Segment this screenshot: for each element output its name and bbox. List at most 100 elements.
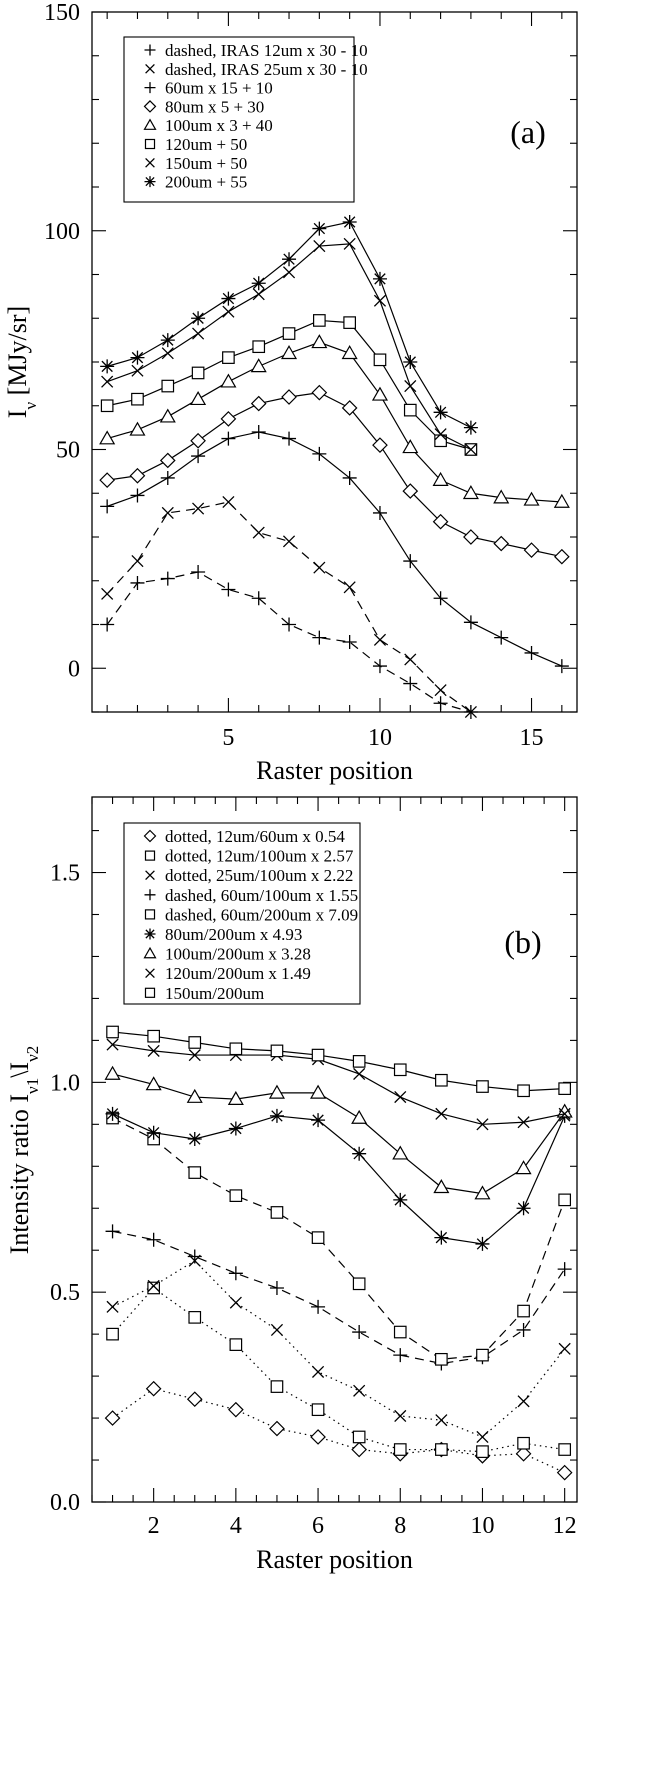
legend-label: dashed, 60um/200um x 7.09 (165, 905, 358, 924)
square-marker (476, 1348, 489, 1362)
x-tick-label: 8 (394, 1513, 406, 1539)
legend-label: 60um x 15 + 10 (165, 79, 273, 98)
triangle-marker (280, 345, 298, 360)
triangle-marker (433, 1179, 450, 1194)
diamond-marker (372, 437, 388, 453)
diamond-marker (402, 483, 419, 499)
axis-ticks (92, 11, 577, 713)
square-marker (161, 379, 175, 393)
cross-marker (222, 495, 235, 509)
diamond-marker (341, 400, 358, 416)
series-line (112, 1113, 566, 1245)
diamond-marker (145, 1380, 162, 1397)
square-marker (517, 1084, 530, 1098)
square-marker (106, 1327, 119, 1341)
x-tick-label: 15 (520, 725, 544, 751)
diamond-marker (228, 1401, 244, 1418)
triangle-marker (432, 471, 449, 486)
series-3 (99, 384, 570, 565)
cross-marker (373, 294, 387, 307)
diamond-marker (311, 384, 328, 401)
cross-marker (464, 705, 477, 719)
asterisk-marker (463, 420, 478, 435)
triangle-marker (104, 1065, 121, 1080)
legend-item: 150um/200um (144, 984, 264, 1003)
y-tick-label: 150 (44, 0, 80, 26)
diamond-marker (310, 1429, 326, 1445)
y-tick-label: 0.5 (50, 1280, 80, 1306)
y-axis-label-subscript: ν1 (23, 1078, 42, 1094)
square-marker (311, 1048, 325, 1062)
legend-item: dotted, 25um/100um x 2.22 (145, 866, 353, 885)
legend-plus-marker (144, 889, 156, 901)
plus-marker (221, 431, 236, 446)
legend-label: dotted, 25um/100um x 2.22 (165, 866, 353, 885)
plus-marker (130, 488, 145, 503)
diamond-marker (432, 513, 449, 530)
triangle-marker (186, 1088, 203, 1103)
asterisk-marker (251, 276, 266, 291)
cross-marker (252, 526, 265, 539)
legend-cross-marker (145, 157, 155, 168)
asterisk-marker (312, 221, 327, 236)
plus-marker (312, 630, 327, 645)
cross-marker (353, 1067, 366, 1081)
square-marker (106, 1025, 119, 1039)
asterisk-marker (269, 1108, 284, 1123)
cross-marker (252, 288, 265, 301)
triangle-marker (227, 1090, 244, 1105)
square-marker (100, 399, 114, 413)
diamond-marker (104, 1410, 121, 1426)
legend-item: 200um + 55 (144, 173, 247, 192)
legend-cross-marker (145, 870, 155, 881)
y-tick-label: 50 (56, 438, 80, 464)
cross-marker (106, 1300, 119, 1313)
legend-item: dashed, 60um/200um x 7.09 (144, 905, 358, 924)
diamond-marker (159, 452, 176, 469)
triangle-marker (129, 421, 146, 436)
triangle-marker (351, 1109, 368, 1124)
panel-label: (a) (510, 114, 546, 150)
y-axis-label: Intensity ratio Iν1\Iν2 (5, 1046, 42, 1255)
legend-item: 80um/200um x 4.93 (144, 925, 302, 944)
legend-item: 100um/200um x 3.28 (143, 945, 311, 964)
legend-plus-marker (144, 82, 156, 94)
y-axis-label: Iν [MJy/sr] (3, 306, 40, 418)
legend-box (123, 822, 361, 1005)
legend-item: 120um + 50 (144, 135, 247, 154)
plus-marker (105, 1224, 120, 1239)
legend-diamond-marker (143, 100, 157, 113)
series-line (112, 1287, 565, 1453)
square-marker (435, 1352, 448, 1366)
series-line (112, 1073, 566, 1195)
y-axis-label-subscript: ν2 (23, 1046, 42, 1062)
x-tick-label: 2 (148, 1513, 160, 1539)
asterisk-marker (433, 405, 448, 420)
legend-item: 60um x 15 + 10 (144, 79, 273, 98)
legend-label: 150um + 50 (165, 154, 247, 173)
triangle-marker (523, 491, 540, 506)
cross-marker (313, 240, 326, 253)
series-8 (106, 1025, 572, 1098)
asterisk-marker (187, 1132, 202, 1147)
legend-square-marker (144, 987, 156, 998)
legend-asterisk-marker (144, 928, 156, 940)
plus-marker (100, 499, 115, 514)
plus-marker (554, 659, 569, 674)
plus-marker (100, 617, 115, 632)
asterisk-marker (160, 333, 175, 348)
cross-marker (161, 506, 174, 519)
triangle-marker (190, 390, 207, 406)
series-1 (106, 1281, 572, 1458)
legend-item: dotted, 12um/100um x 2.57 (144, 847, 354, 866)
cross-marker (353, 1384, 366, 1397)
square-marker (435, 1443, 448, 1456)
triangle-marker (341, 345, 358, 360)
cross-marker (394, 1090, 407, 1104)
square-marker (229, 1338, 243, 1351)
y-axis-label-subscript: ν (21, 402, 40, 410)
diamond-marker (250, 395, 267, 412)
diamond-marker (493, 535, 510, 552)
